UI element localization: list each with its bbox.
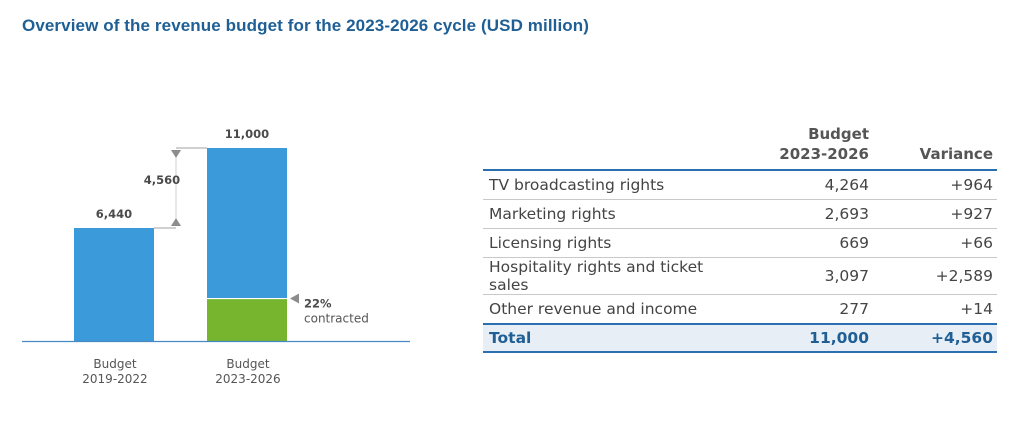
variance-arrow-down [171,150,181,158]
table-row: TV broadcasting rights 4,264 +964 [483,170,997,200]
bar-value-label: 11,000 [225,127,269,141]
bar-chart: 6,44011,000Budget2019-2022Budget2023-202… [22,127,410,386]
row-variance: +66 [873,228,997,258]
contracted-percent-label: 22% [304,297,332,311]
header-variance: Variance [919,145,993,163]
variance-label: 4,560 [144,173,180,187]
row-label: Hospitality rights and ticket sales [483,257,715,295]
category-tick-label: Budget [226,357,269,371]
category-tick-label: 2019-2022 [82,372,147,386]
table-header-row: Budget 2023-2026 Variance [483,122,997,170]
row-label: Licensing rights [483,228,715,258]
header-budget-line2: 2023-2026 [779,145,869,163]
contracted-marker [290,293,299,304]
row-variance: +14 [873,294,997,325]
table-row: Hospitality rights and ticket sales 3,09… [483,257,997,295]
row-variance: +2,589 [873,257,997,295]
header-budget-line1: Budget [808,125,869,143]
row-label: TV broadcasting rights [483,170,715,200]
category-tick-label: Budget [93,357,136,371]
row-label: Marketing rights [483,199,715,229]
row-budget: 669 [715,228,873,258]
variance-arrow-up [171,218,181,227]
bar-value-label: 6,440 [96,207,132,221]
contracted-text-label: contracted [304,312,369,326]
total-label: Total [483,323,715,353]
category-tick-label: 2023-2026 [215,372,280,386]
row-variance: +927 [873,199,997,229]
total-variance: +4,560 [873,323,997,353]
table-total-row: Total 11,000 +4,560 [483,323,997,353]
revenue-table: Budget 2023-2026 Variance TV broadcastin… [483,122,997,353]
table-row: Other revenue and income 277 +14 [483,294,997,325]
row-budget: 2,693 [715,199,873,229]
bar [74,228,154,341]
contracted-segment [207,298,287,341]
table-row: Marketing rights 2,693 +927 [483,199,997,229]
row-label: Other revenue and income [483,294,715,325]
row-budget: 4,264 [715,170,873,200]
total-budget: 11,000 [715,323,873,353]
row-variance: +964 [873,170,997,200]
header-budget: Budget 2023-2026 [715,122,873,170]
row-budget: 3,097 [715,257,873,295]
row-budget: 277 [715,294,873,325]
chart-title: Overview of the revenue budget for the 2… [22,16,590,35]
header-label [483,122,715,170]
table-row: Licensing rights 669 +66 [483,228,997,258]
